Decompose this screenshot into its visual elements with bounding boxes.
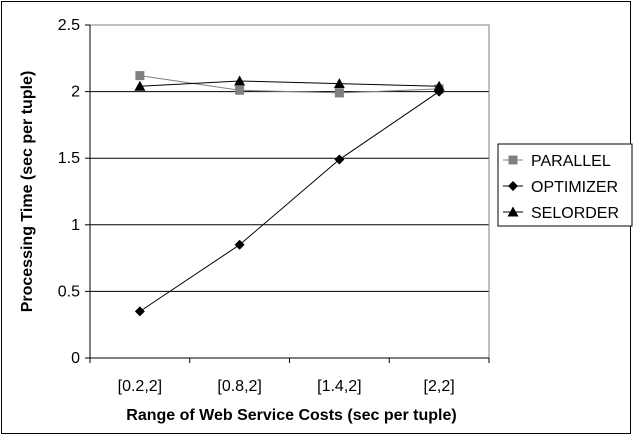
data-point-selorder (433, 80, 445, 91)
x-axis-title: Range of Web Service Costs (sec per tupl… (126, 407, 456, 424)
data-point-parallel (235, 85, 245, 95)
data-point-selorder (333, 78, 345, 89)
legend-item-parallel: PARALLEL (503, 153, 611, 170)
data-point-optimizer (134, 306, 145, 317)
data-point-optimizer (334, 154, 345, 165)
legend-item-optimizer: OPTIMIZER (503, 179, 618, 196)
data-point-optimizer (234, 239, 245, 250)
gridlines (90, 24, 489, 292)
data-point-parallel (135, 71, 145, 81)
legend-marker-square (508, 155, 518, 165)
legend: PARALLEL OPTIMIZER SELORDER (497, 143, 633, 227)
legend-label: OPTIMIZER (531, 179, 618, 196)
x-tick-label: [0.2,2] (118, 378, 162, 395)
plot-area (89, 24, 490, 359)
x-tick-label: [0.8,2] (217, 378, 261, 395)
y-tick-label: 2 (71, 84, 80, 101)
legend-marker-triangle (507, 206, 519, 217)
legend-label: SELORDER (531, 205, 619, 222)
y-tick-label: 0 (71, 350, 80, 367)
y-tick-label: 0.5 (58, 283, 80, 300)
axes (85, 24, 490, 363)
legend-item-selorder: SELORDER (503, 205, 619, 222)
y-tick-label: 2.5 (58, 17, 80, 34)
x-tick-label: [2,2] (424, 378, 455, 395)
series-line-parallel (139, 75, 440, 94)
series-line-optimizer (139, 91, 440, 312)
data-point-selorder (234, 75, 246, 86)
data-point-selorder (134, 80, 146, 91)
series-selorder (134, 75, 445, 91)
y-tick-labels: 0 0.5 1 1.5 2 2.5 (58, 17, 80, 367)
x-tick-label: [1.4,2] (317, 378, 361, 395)
x-tick-labels: [0.2,2] [0.8,2] [1.4,2] [2,2] (118, 378, 455, 395)
data-point-parallel (334, 88, 344, 98)
legend-marker-diamond (508, 181, 518, 191)
series-line-selorder (139, 80, 440, 87)
y-tick-label: 1.5 (58, 150, 80, 167)
y-tick-label: 1 (71, 217, 80, 234)
series-optimizer (134, 86, 445, 317)
series-group (134, 71, 445, 317)
y-axis-title: Processing Time (sec per tuple) (19, 71, 36, 313)
legend-label: PARALLEL (531, 153, 611, 170)
